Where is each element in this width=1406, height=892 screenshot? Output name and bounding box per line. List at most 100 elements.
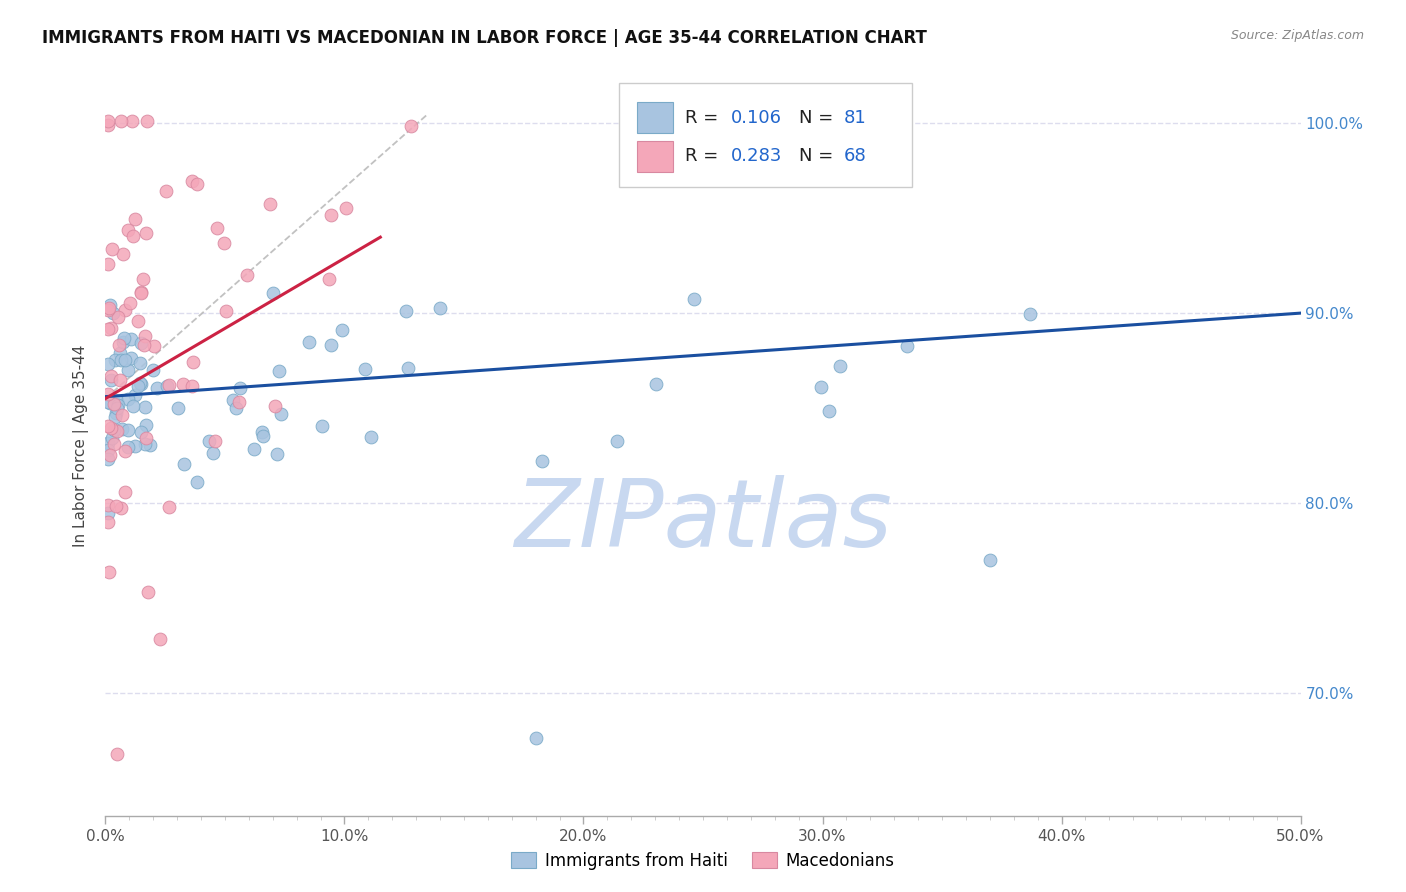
Point [105,393,128,408]
Point [215,304,238,318]
Point [114,484,136,499]
Point [100,420,122,434]
Point [129,425,152,439]
Point [129,376,152,391]
Legend: Immigrants from Haiti, Macedonians: Immigrants from Haiti, Macedonians [505,846,901,877]
Point [105,401,128,415]
Point [134,437,156,451]
Point [114,353,136,368]
Point [103,437,125,451]
Point [360,430,382,444]
Point [429,301,451,315]
Point [128,356,150,370]
Point [395,303,418,318]
Point [97,443,120,458]
Point [127,378,149,392]
Point [103,306,125,320]
Point [103,423,125,437]
Point [134,401,156,415]
Point [132,338,155,352]
Point [104,406,127,420]
FancyBboxPatch shape [637,103,673,133]
Point [97,499,120,513]
Point [683,292,706,306]
Point [121,332,143,346]
Point [212,236,235,251]
Point [335,201,357,215]
Point [136,114,159,128]
Point [111,409,134,423]
Point [129,335,152,350]
Point [121,399,143,413]
Point [98,396,121,410]
Point [396,360,419,375]
Point [97,516,120,530]
Point [353,362,375,376]
Point [222,392,245,407]
Point [117,423,139,437]
Point [155,185,177,199]
Point [107,398,129,412]
Point [101,242,124,256]
Point [172,377,194,392]
Point [135,226,157,240]
Point [112,330,135,344]
Point [105,499,128,513]
Point [149,632,172,647]
Point [97,257,120,271]
Text: 81: 81 [844,109,866,127]
Point [266,447,288,461]
Point [98,448,121,462]
Point [186,177,208,191]
Text: R =: R = [685,109,724,127]
Point [298,334,321,349]
Point [124,211,146,226]
Point [530,454,553,468]
Point [97,321,120,335]
Text: IMMIGRANTS FROM HAITI VS MACEDONIAN IN LABOR FORCE | AGE 35-44 CORRELATION CHART: IMMIGRANTS FROM HAITI VS MACEDONIAN IN L… [42,29,927,46]
Point [173,457,195,471]
FancyBboxPatch shape [637,141,673,172]
Point [606,434,628,448]
Point [108,338,131,352]
Point [205,220,228,235]
Point [101,431,124,445]
Point [979,553,1001,567]
Text: 68: 68 [844,147,866,165]
Point [132,271,155,285]
Point [97,507,120,521]
Point [166,401,188,415]
Point [259,197,281,211]
Point [129,285,152,300]
FancyBboxPatch shape [619,83,912,187]
Point [236,268,259,282]
Point [97,386,120,401]
Point [117,440,139,454]
Point [228,395,250,409]
Point [645,376,668,391]
Point [100,321,122,335]
Point [111,334,134,349]
Point [269,364,291,378]
Point [156,378,179,392]
Point [97,436,120,450]
Point [124,388,146,402]
Point [142,363,165,377]
Text: 0.283: 0.283 [731,147,782,165]
Point [104,410,127,425]
Point [524,731,547,746]
Point [264,399,287,413]
Point [108,346,131,360]
Point [110,353,132,368]
Point [817,404,839,418]
Point [107,310,129,325]
Point [311,418,333,433]
Point [112,246,135,260]
Point [97,419,120,434]
Point [97,118,120,132]
Point [120,296,142,310]
Point [100,369,122,384]
Point [98,565,121,579]
Point [111,422,134,436]
Text: 0.106: 0.106 [731,109,782,127]
